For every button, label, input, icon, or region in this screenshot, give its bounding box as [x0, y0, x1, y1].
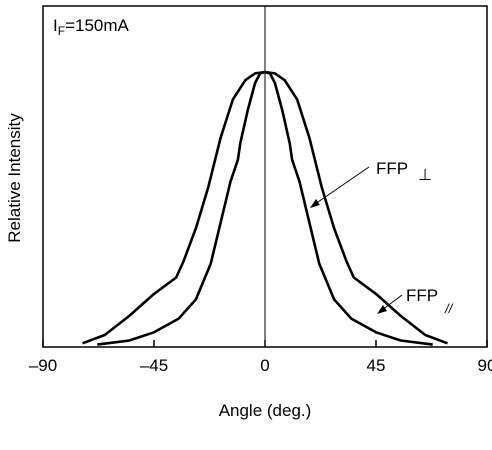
leader-arrow-perpendicular	[310, 166, 370, 208]
x-tick-label: 45	[367, 356, 386, 375]
series-label-parallel: FFP //	[406, 286, 454, 316]
y-axis-label: Relative Intensity	[5, 113, 24, 243]
condition-label: IF=150mA	[53, 16, 130, 38]
x-axis-label: Angle (deg.)	[219, 401, 312, 420]
x-tick-label: –90	[29, 356, 57, 375]
x-tick-label: 0	[260, 356, 269, 375]
x-axis-tick-labels: –90 –45 0 45 90	[29, 356, 492, 375]
x-tick-label: –45	[140, 356, 168, 375]
condition-value: =150mA	[65, 16, 129, 35]
series-lines	[82, 70, 448, 346]
series-label-parallel-main: FFP	[406, 286, 438, 305]
condition-main: I	[53, 16, 58, 35]
series-label-parallel-symbol: //	[444, 301, 454, 316]
series-label-perpendicular-symbol: ⊥	[418, 167, 432, 184]
series-label-perpendicular-main: FFP	[376, 159, 408, 178]
x-axis-ticks	[42, 340, 488, 347]
series-label-perpendicular: FFP ⊥	[376, 159, 432, 184]
x-tick-label: 90	[478, 356, 492, 375]
leader-arrow-parallel	[377, 294, 403, 314]
condition-subscript: F	[58, 24, 65, 38]
series-line-ffp-parallel	[97, 70, 433, 346]
